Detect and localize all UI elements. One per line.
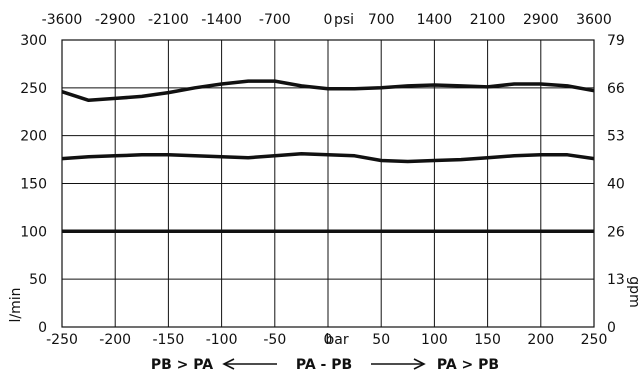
right-tick-label: 79 xyxy=(607,33,625,49)
series-lines xyxy=(61,79,595,234)
x-tick-label: 250 xyxy=(581,332,608,348)
top-tick-label: 0 xyxy=(324,12,333,28)
y-tick-label: 50 xyxy=(29,272,47,288)
right-tick-label: 13 xyxy=(607,272,625,288)
series-line-1 xyxy=(61,79,595,103)
right-axis-title: gpm xyxy=(626,276,642,307)
y-axis-title: l/min xyxy=(8,287,24,322)
x-tick-label: -50 xyxy=(263,332,286,348)
top-tick-label: 3600 xyxy=(576,12,612,28)
top-tick-label: -3600 xyxy=(42,12,83,28)
x-tick-label: -250 xyxy=(46,332,78,348)
y-tick-label: 100 xyxy=(20,224,47,240)
x-tick-label: 0 xyxy=(324,332,333,348)
x-tick-label: 50 xyxy=(372,332,390,348)
top-tick-label: -2900 xyxy=(95,12,136,28)
y-tick-label: 150 xyxy=(20,177,47,193)
plot-frame xyxy=(61,39,595,328)
direction-left-label: PB > PA xyxy=(151,357,213,373)
direction-center-label: PA - PB xyxy=(296,357,352,373)
x-tick-label: -200 xyxy=(99,332,131,348)
x-unit-label: bar xyxy=(325,332,348,348)
direction-arrow-left xyxy=(222,358,277,370)
top-tick-label: -1400 xyxy=(201,12,242,28)
right-tick-label: 40 xyxy=(607,177,625,193)
x-axis-psi: -3600 -2900 -2100 -1400 -700 0 700 1400 2100 2900… xyxy=(42,12,612,28)
top-tick-label: -2100 xyxy=(148,12,189,28)
y-tick-label: 0 xyxy=(38,320,47,336)
x-tick-label: 150 xyxy=(474,332,501,348)
y-tick-label: 250 xyxy=(20,81,47,97)
x-tick-label: -100 xyxy=(206,332,238,348)
right-tick-label: 53 xyxy=(607,129,625,145)
y-axis-gpm: 0 13 26 40 53 66 79 xyxy=(607,33,625,336)
top-tick-label: -700 xyxy=(259,12,291,28)
top-tick-label: 2100 xyxy=(470,12,506,28)
right-tick-label: 66 xyxy=(607,81,625,97)
y-tick-label: 200 xyxy=(20,129,47,145)
top-unit-label: psi xyxy=(334,12,354,28)
y-axis-lmin: 0 50 100 150 200 250 300 xyxy=(20,33,47,336)
direction-arrow-right xyxy=(371,358,426,370)
x-tick-label: 200 xyxy=(527,332,554,348)
x-tick-label: -150 xyxy=(153,332,185,348)
direction-right-label: PA > PB xyxy=(437,357,499,373)
right-tick-label: 0 xyxy=(607,320,616,336)
x-axis-bar: -250 -200 -150 -100 -50 0 50 100 150 200 250 xyxy=(46,332,607,348)
top-tick-label: 700 xyxy=(368,12,395,28)
top-tick-label: 2900 xyxy=(523,12,559,28)
x-tick-label: 100 xyxy=(421,332,448,348)
top-tick-label: 1400 xyxy=(417,12,453,28)
right-tick-label: 26 xyxy=(607,224,625,240)
series-line-2 xyxy=(61,152,595,164)
y-tick-label: 300 xyxy=(20,33,47,49)
